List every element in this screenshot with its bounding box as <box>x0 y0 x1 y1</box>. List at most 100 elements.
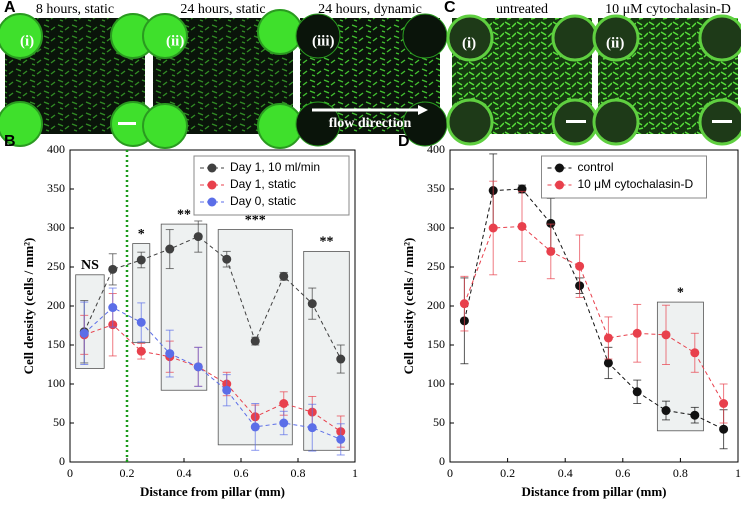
significance-label: NS <box>81 258 99 273</box>
image-c1 <box>446 14 599 146</box>
y-tick-label: 400 <box>427 142 445 156</box>
legend-label: Day 0, static <box>230 194 296 208</box>
image-caption: 10 μM cytochalasin-D <box>605 2 731 17</box>
significance-label: * <box>677 285 684 300</box>
y-tick-label: 200 <box>47 298 65 312</box>
legend-marker <box>207 180 217 190</box>
y-axis-label: Cell density (cells / mm²) <box>21 238 36 375</box>
image-label: (i) <box>462 35 476 51</box>
x-tick-label: 0.4 <box>558 466 573 480</box>
legend-marker <box>555 163 564 173</box>
legend-box <box>193 155 350 216</box>
y-tick-label: 50 <box>433 415 445 429</box>
y-tick-label: 100 <box>47 376 65 390</box>
legend-box <box>541 155 707 199</box>
x-tick-label: 0 <box>67 466 73 480</box>
x-tick-label: 1 <box>352 466 358 480</box>
data-point <box>165 349 175 359</box>
data-point <box>307 423 317 433</box>
series-line <box>463 188 724 430</box>
data-point <box>719 399 729 408</box>
data-point <box>661 330 671 340</box>
image-caption: 8 hours, static <box>36 2 114 17</box>
arrow-label: flow direction <box>329 116 412 131</box>
data-point <box>136 255 146 265</box>
data-point <box>136 317 146 327</box>
data-point <box>222 385 232 395</box>
data-point <box>193 232 203 242</box>
x-tick-label: 0.4 <box>177 466 192 480</box>
image-caption: untreated <box>496 2 548 17</box>
data-point <box>690 348 700 358</box>
data-point <box>307 299 317 309</box>
legend-marker <box>555 180 564 190</box>
panel-letter: D <box>398 133 410 150</box>
data-point <box>603 333 613 343</box>
image-label: (ii) <box>166 33 184 49</box>
y-tick-label: 50 <box>53 415 65 429</box>
image-label: (iii) <box>312 33 335 49</box>
x-tick-label: 0.6 <box>234 466 249 480</box>
data-point <box>165 244 175 254</box>
image-c2 <box>592 14 741 146</box>
image-a2 <box>142 9 303 149</box>
image-caption: 24 hours, dynamic <box>318 2 422 17</box>
y-tick-label: 300 <box>427 220 445 234</box>
significance-box <box>75 274 105 369</box>
x-tick-label: 0.8 <box>291 466 306 480</box>
image-label: (i) <box>20 33 34 49</box>
y-tick-label: 400 <box>47 142 65 156</box>
y-axis-label: Cell density (cells / mm²) <box>401 238 416 375</box>
data-point <box>108 303 118 313</box>
image-caption: 24 hours, static <box>180 2 265 17</box>
series-line <box>84 324 342 432</box>
legend-marker <box>207 163 217 173</box>
y-tick-label: 100 <box>427 376 445 390</box>
legend-label: 10 μM cytochalasin-D <box>578 177 694 191</box>
data-point <box>222 254 232 264</box>
data-point <box>336 354 346 364</box>
series-line <box>83 306 341 440</box>
series-line <box>463 225 725 404</box>
x-tick-label: 1 <box>735 466 741 480</box>
data-point <box>719 424 729 434</box>
y-tick-label: 150 <box>47 337 65 351</box>
data-point <box>279 418 289 428</box>
data-point <box>336 434 346 444</box>
significance-box <box>303 250 350 451</box>
data-point <box>193 362 203 372</box>
panel-letter: A <box>4 0 16 16</box>
y-tick-label: 0 <box>439 454 445 468</box>
panel-letter: C <box>444 0 456 16</box>
data-point <box>632 387 642 397</box>
x-axis-label: Distance from pillar (mm) <box>140 484 285 499</box>
significance-label: ** <box>177 207 191 222</box>
data-point <box>603 358 613 368</box>
y-tick-label: 250 <box>427 259 445 273</box>
data-point <box>488 223 498 233</box>
legend-label: Day 1, static <box>230 177 296 191</box>
significance-label: *** <box>245 213 266 228</box>
x-tick-label: 0 <box>447 466 453 480</box>
x-tick-label: 0.2 <box>120 466 135 480</box>
data-point <box>79 328 89 338</box>
legend-label: control <box>578 160 614 174</box>
data-point <box>517 221 527 231</box>
data-point <box>279 399 289 408</box>
y-tick-label: 150 <box>427 337 445 351</box>
data-point <box>575 261 585 271</box>
data-point <box>136 346 146 356</box>
data-point <box>661 406 671 416</box>
data-point <box>690 410 700 420</box>
y-tick-label: 350 <box>427 181 445 195</box>
data-point <box>108 264 118 274</box>
data-point <box>250 336 260 346</box>
image-label: (ii) <box>606 35 624 51</box>
legend-marker <box>207 197 217 207</box>
panel-letter: B <box>4 133 16 150</box>
data-point <box>632 328 642 338</box>
x-tick-label: 0.6 <box>615 466 630 480</box>
y-tick-label: 0 <box>59 454 65 468</box>
data-point <box>279 271 289 281</box>
